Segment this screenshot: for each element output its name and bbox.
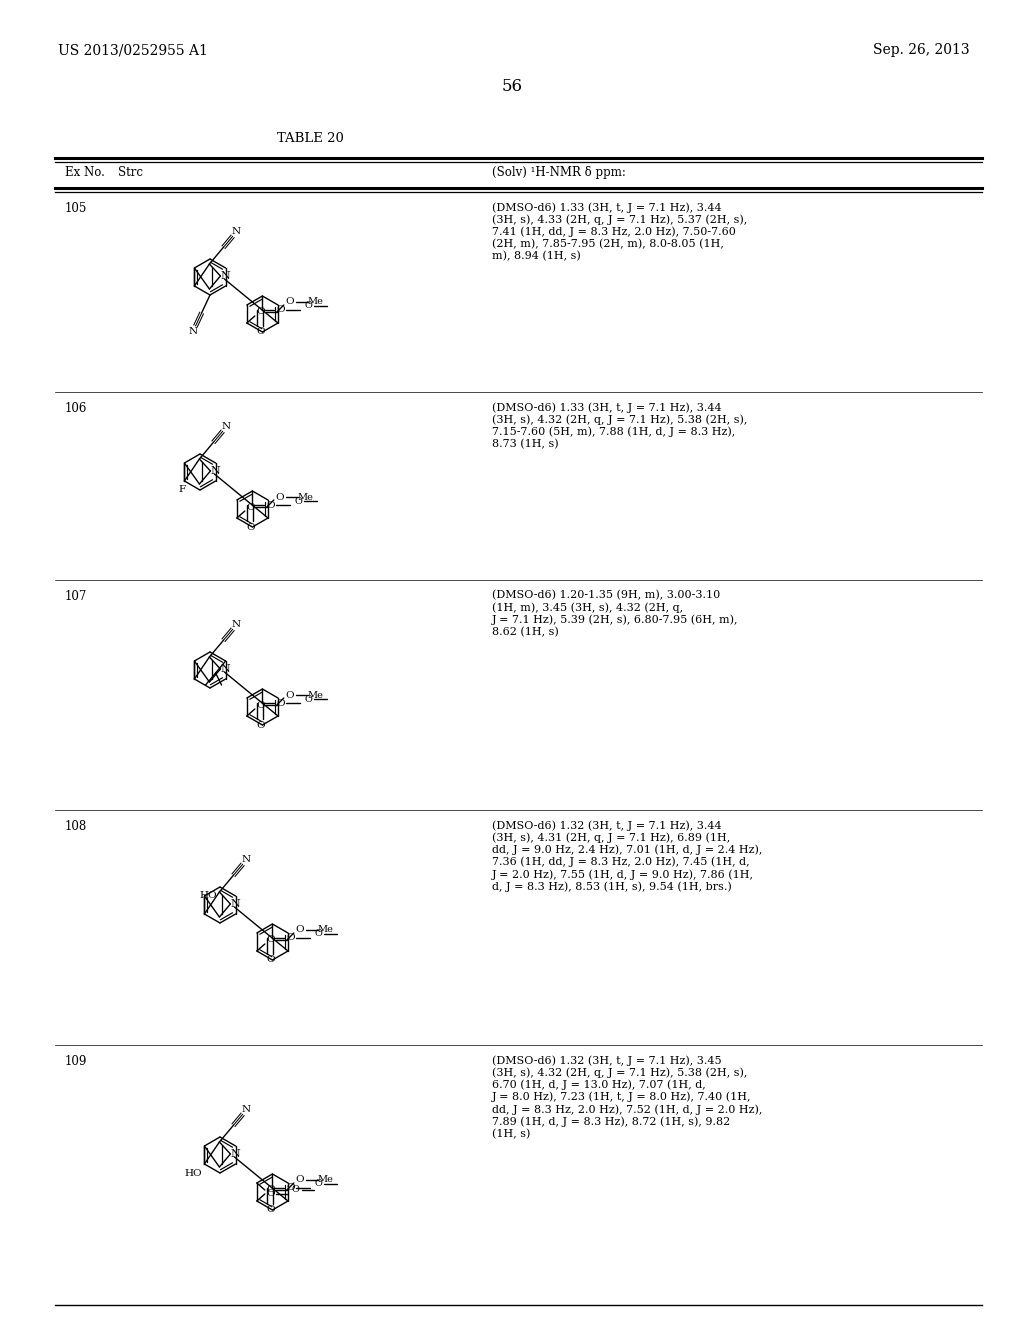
Text: (DMSO-d6) 1.32 (3H, t, J = 7.1 Hz), 3.44
(3H, s), 4.31 (2H, q, J = 7.1 Hz), 6.89: (DMSO-d6) 1.32 (3H, t, J = 7.1 Hz), 3.44… [492, 820, 763, 892]
Text: Me: Me [298, 492, 313, 502]
Text: (DMSO-d6) 1.32 (3H, t, J = 7.1 Hz), 3.45
(3H, s), 4.32 (2H, q, J = 7.1 Hz), 5.38: (DMSO-d6) 1.32 (3H, t, J = 7.1 Hz), 3.45… [492, 1055, 763, 1139]
Text: O: O [266, 500, 274, 510]
Text: 56: 56 [502, 78, 522, 95]
Text: O: O [275, 492, 284, 502]
Text: O: O [276, 698, 285, 708]
Text: O: O [246, 523, 255, 532]
Text: Sep. 26, 2013: Sep. 26, 2013 [873, 44, 970, 57]
Text: Strc: Strc [118, 166, 143, 180]
Text: N: N [222, 422, 231, 432]
Text: O: O [256, 327, 265, 337]
Text: O: O [286, 297, 294, 306]
Text: N: N [220, 271, 230, 281]
Text: 106: 106 [65, 403, 87, 414]
Text: N: N [231, 620, 241, 630]
Text: O: O [304, 301, 312, 310]
Text: 109: 109 [65, 1055, 87, 1068]
Text: (DMSO-d6) 1.33 (3H, t, J = 7.1 Hz), 3.44
(3H, s), 4.33 (2H, q, J = 7.1 Hz), 5.37: (DMSO-d6) 1.33 (3H, t, J = 7.1 Hz), 3.44… [492, 202, 748, 261]
Text: O: O [247, 503, 255, 511]
Text: O: O [295, 496, 302, 506]
Text: O: O [266, 956, 274, 965]
Text: O: O [286, 1184, 295, 1192]
Text: N: N [242, 1105, 251, 1114]
Text: 107: 107 [65, 590, 87, 603]
Text: Ex No.: Ex No. [65, 166, 104, 180]
Text: Me: Me [317, 925, 334, 935]
Text: 108: 108 [65, 820, 87, 833]
Text: 105: 105 [65, 202, 87, 215]
Text: O: O [304, 694, 312, 704]
Text: (DMSO-d6) 1.33 (3H, t, J = 7.1 Hz), 3.44
(3H, s), 4.32 (2H, q, J = 7.1 Hz), 5.38: (DMSO-d6) 1.33 (3H, t, J = 7.1 Hz), 3.44… [492, 403, 748, 449]
Text: N: N [231, 227, 241, 236]
Text: N: N [220, 664, 230, 675]
Text: O: O [314, 1180, 323, 1188]
Text: O: O [266, 936, 275, 945]
Text: N: N [188, 327, 198, 335]
Text: N: N [230, 1148, 241, 1159]
Text: O: O [296, 1176, 304, 1184]
Text: O: O [292, 1185, 300, 1195]
Text: N: N [242, 855, 251, 865]
Text: N: N [211, 466, 220, 477]
Text: O: O [286, 933, 295, 942]
Text: Me: Me [317, 1176, 334, 1184]
Text: TABLE 20: TABLE 20 [276, 132, 343, 145]
Text: O: O [286, 690, 294, 700]
Text: O: O [256, 721, 265, 730]
Text: (DMSO-d6) 1.20-1.35 (9H, m), 3.00-3.10
(1H, m), 3.45 (3H, s), 4.32 (2H, q,
J = 7: (DMSO-d6) 1.20-1.35 (9H, m), 3.00-3.10 (… [492, 590, 738, 638]
Text: O: O [266, 1205, 274, 1214]
Text: F: F [179, 484, 186, 494]
Text: O: O [256, 701, 265, 710]
Text: O: O [314, 929, 323, 939]
Text: HO: HO [184, 1168, 202, 1177]
Text: (Solv) ¹H-NMR δ ppm:: (Solv) ¹H-NMR δ ppm: [492, 166, 626, 180]
Text: Me: Me [308, 297, 324, 306]
Text: N: N [230, 899, 241, 909]
Text: O: O [276, 305, 285, 314]
Text: Me: Me [308, 690, 324, 700]
Text: HO: HO [200, 891, 217, 900]
Text: O: O [296, 925, 304, 935]
Text: O: O [266, 1189, 275, 1199]
Text: O: O [256, 308, 265, 317]
Text: O: O [266, 1185, 275, 1195]
Text: US 2013/0252955 A1: US 2013/0252955 A1 [58, 44, 208, 57]
